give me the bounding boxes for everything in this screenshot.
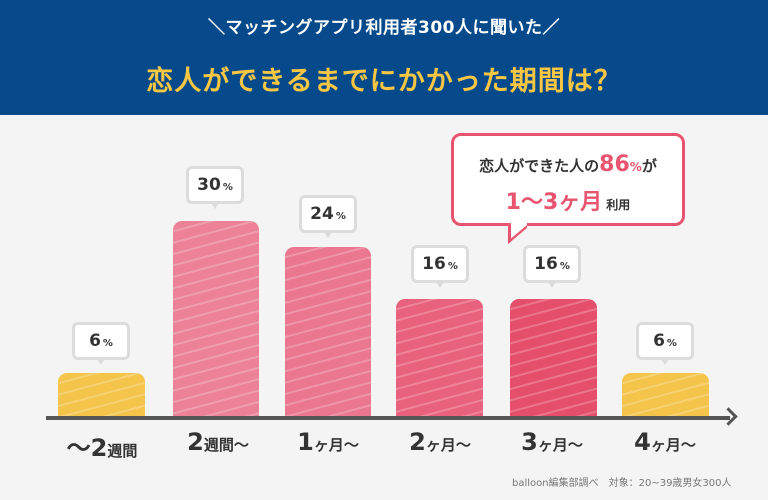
chart-title: 恋人ができるまでにかかった期間は？ xyxy=(146,66,622,97)
arrow-right-icon xyxy=(719,407,738,426)
value-percent: % xyxy=(559,261,570,272)
category-label: 〜2週間 xyxy=(42,428,162,463)
value-number: 6 xyxy=(89,331,101,351)
category-label: 1ヶ月〜 xyxy=(268,428,388,456)
callout-percent: % xyxy=(629,160,642,174)
value-label: 16% xyxy=(523,245,581,288)
category-label: 4ヶ月〜 xyxy=(605,428,725,456)
value-number: 24 xyxy=(310,204,334,224)
callout-text-post: が xyxy=(641,157,657,175)
value-label: 16% xyxy=(411,245,469,288)
chart-subtitle: ＼マッチングアプリ利用者300人に聞いた／ xyxy=(208,18,560,38)
value-percent: % xyxy=(666,338,677,349)
callout-text: 恋人ができた人の xyxy=(479,157,600,175)
category-main: 3 xyxy=(521,428,538,456)
callout-highlight-value: 86 xyxy=(599,152,630,177)
callout-text-usage: 利用 xyxy=(606,198,631,212)
category-label: 3ヶ月〜 xyxy=(492,428,612,456)
callout-line-1: 恋人ができた人の86%が xyxy=(454,152,682,177)
bar-under-2-weeks xyxy=(58,373,145,417)
category-main: 1 xyxy=(297,428,314,456)
value-percent: % xyxy=(335,211,346,222)
category-main: 2 xyxy=(409,428,426,456)
value-percent: % xyxy=(222,182,233,193)
value-percent: % xyxy=(447,261,458,272)
value-percent: % xyxy=(102,338,113,349)
bar-2-weeks xyxy=(173,221,259,417)
value-label: 24% xyxy=(299,195,357,238)
category-sub: 週間 xyxy=(107,442,138,460)
bar-3-months xyxy=(510,299,597,417)
value-number: 16 xyxy=(534,254,558,274)
category-main: 〜2 xyxy=(66,434,108,462)
category-label: 2週間〜 xyxy=(158,428,278,456)
value-number: 30 xyxy=(197,175,221,195)
bar-4-months xyxy=(622,373,709,417)
category-main: 2 xyxy=(187,428,204,456)
category-sub: ヶ月〜 xyxy=(650,436,696,454)
bar-1-month xyxy=(285,247,371,417)
x-axis-line xyxy=(46,416,730,420)
value-label: 6% xyxy=(72,322,130,365)
value-number: 16 xyxy=(422,254,446,274)
value-label: 6% xyxy=(636,322,694,365)
bar-2-months xyxy=(396,299,483,417)
annotation-callout: 恋人ができた人の86%が 1〜3ヶ月 利用 xyxy=(451,133,685,226)
callout-highlight-period: 1〜3ヶ月 xyxy=(505,190,603,215)
category-sub: ヶ月〜 xyxy=(425,436,471,454)
category-label: 2ヶ月〜 xyxy=(380,428,500,456)
category-sub: 週間〜 xyxy=(203,436,249,454)
category-sub: ヶ月〜 xyxy=(313,436,359,454)
value-label: 30% xyxy=(186,166,244,209)
callout-line-2: 1〜3ヶ月 利用 xyxy=(454,184,682,216)
value-number: 6 xyxy=(653,331,665,351)
category-main: 4 xyxy=(634,428,651,456)
source-note: balloon編集部調べ 対象：20~39歳男女300人 xyxy=(512,478,732,489)
header-banner: ＼マッチングアプリ利用者300人に聞いた／ 恋人ができるまでにかかった期間は？ xyxy=(0,0,768,115)
category-sub: ヶ月〜 xyxy=(537,436,583,454)
